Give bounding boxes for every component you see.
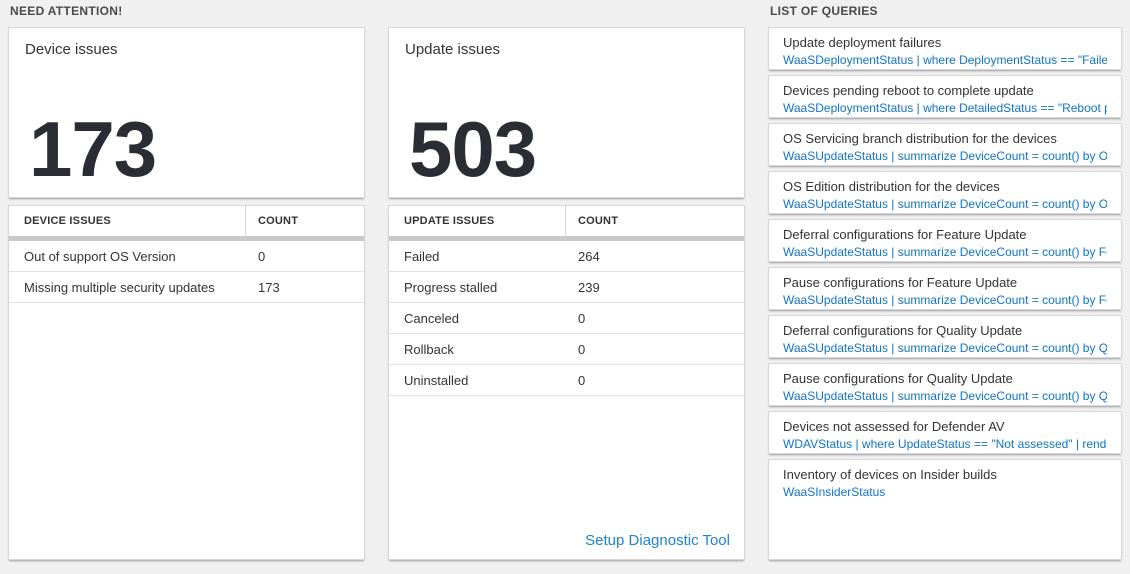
- query-item-os-edition-distribution[interactable]: OS Edition distribution for the devices …: [768, 171, 1122, 214]
- query-item-deferral-quality-update[interactable]: Deferral configurations for Quality Upda…: [768, 315, 1122, 358]
- query-text-link[interactable]: WaaSDeploymentStatus | where DeploymentS…: [783, 53, 1107, 67]
- query-item-update-deployment-failures[interactable]: Update deployment failures WaaSDeploymen…: [768, 27, 1122, 70]
- count-cell: 264: [578, 248, 600, 264]
- query-title: Inventory of devices on Insider builds: [783, 467, 997, 482]
- count-cell: 239: [578, 279, 600, 295]
- query-item-pause-feature-update[interactable]: Pause configurations for Feature Update …: [768, 267, 1122, 310]
- query-text-link[interactable]: WaaSUpdateStatus | summarize DeviceCount…: [783, 389, 1107, 403]
- query-title: OS Edition distribution for the devices: [783, 179, 1000, 194]
- query-text-link[interactable]: WaaSDeploymentStatus | where DetailedSta…: [783, 101, 1107, 115]
- query-text-link[interactable]: WaaSUpdateStatus | summarize DeviceCount…: [783, 149, 1107, 163]
- issue-cell: Failed: [404, 248, 440, 264]
- issue-cell: Progress stalled: [404, 279, 498, 295]
- count-cell: 0: [578, 310, 586, 326]
- query-title: Pause configurations for Feature Update: [783, 275, 1018, 290]
- grid-divider-bar: [9, 236, 364, 241]
- update-issues-table-header: UPDATE ISSUES COUNT: [389, 206, 744, 236]
- column-header-count: COUNT: [578, 215, 619, 227]
- table-row[interactable]: Progress stalled 239: [389, 272, 744, 303]
- query-item-deferral-feature-update[interactable]: Deferral configurations for Feature Upda…: [768, 219, 1122, 262]
- column-header-device-issues: DEVICE ISSUES: [9, 206, 246, 236]
- need-attention-header: NEED ATTENTION!: [10, 4, 123, 18]
- query-item-devices-pending-reboot[interactable]: Devices pending reboot to complete updat…: [768, 75, 1122, 118]
- issue-cell: Rollback: [404, 341, 454, 357]
- issue-cell: Out of support OS Version: [24, 248, 176, 264]
- query-title: Devices pending reboot to complete updat…: [783, 83, 1034, 98]
- query-title: Deferral configurations for Feature Upda…: [783, 227, 1027, 242]
- update-issues-tile[interactable]: Update issues 503: [388, 27, 745, 198]
- query-item-pause-quality-update[interactable]: Pause configurations for Quality Update …: [768, 363, 1122, 406]
- table-row[interactable]: Canceled 0: [389, 303, 744, 334]
- setup-diagnostic-tool-link[interactable]: Setup Diagnostic Tool: [585, 532, 730, 549]
- table-row[interactable]: Rollback 0: [389, 334, 744, 365]
- issue-cell: Missing multiple security updates: [24, 279, 215, 295]
- list-of-queries-header: LIST OF QUERIES: [770, 4, 878, 18]
- issue-cell: Canceled: [404, 310, 459, 326]
- device-issues-tile-title: Device issues: [25, 41, 118, 58]
- table-row[interactable]: Uninstalled 0: [389, 365, 744, 396]
- device-issues-tile[interactable]: Device issues 173: [8, 27, 365, 198]
- query-text-link[interactable]: WaaSUpdateStatus | summarize DeviceCount…: [783, 197, 1107, 211]
- query-title: Devices not assessed for Defender AV: [783, 419, 1005, 434]
- column-header-update-issues: UPDATE ISSUES: [389, 206, 566, 236]
- query-text-link[interactable]: WaaSUpdateStatus | summarize DeviceCount…: [783, 341, 1107, 355]
- table-row[interactable]: Out of support OS Version 0: [9, 241, 364, 272]
- query-title: OS Servicing branch distribution for the…: [783, 131, 1057, 146]
- issue-cell: Uninstalled: [404, 372, 469, 388]
- query-item-devices-not-assessed-defender[interactable]: Devices not assessed for Defender AV WDA…: [768, 411, 1122, 454]
- device-issues-table: DEVICE ISSUES COUNT Out of support OS Ve…: [8, 205, 365, 560]
- update-issues-tile-title: Update issues: [405, 41, 501, 58]
- query-text-link[interactable]: WDAVStatus | where UpdateStatus == "Not …: [783, 437, 1107, 451]
- count-cell: 0: [578, 372, 586, 388]
- query-title: Pause configurations for Quality Update: [783, 371, 1013, 386]
- update-issues-count: 503: [409, 105, 537, 193]
- device-issues-table-header: DEVICE ISSUES COUNT: [9, 206, 364, 236]
- table-row[interactable]: Failed 264: [389, 241, 744, 272]
- device-issues-count: 173: [29, 105, 157, 193]
- list-of-queries-panel: Update deployment failures WaaSDeploymen…: [768, 27, 1122, 560]
- count-cell: 173: [258, 279, 280, 295]
- query-item-os-servicing-branch[interactable]: OS Servicing branch distribution for the…: [768, 123, 1122, 166]
- table-row[interactable]: Missing multiple security updates 173: [9, 272, 364, 303]
- count-cell: 0: [578, 341, 586, 357]
- query-item-insider-builds-inventory[interactable]: Inventory of devices on Insider builds W…: [768, 459, 1122, 560]
- query-text-link[interactable]: WaaSUpdateStatus | summarize DeviceCount…: [783, 245, 1107, 259]
- update-issues-table: UPDATE ISSUES COUNT Failed 264 Progress …: [388, 205, 745, 560]
- query-text-link[interactable]: WaaSInsiderStatus: [783, 485, 886, 499]
- query-title: Update deployment failures: [783, 35, 942, 50]
- column-header-count: COUNT: [258, 215, 299, 227]
- query-title: Deferral configurations for Quality Upda…: [783, 323, 1023, 338]
- query-text-link[interactable]: WaaSUpdateStatus | summarize DeviceCount…: [783, 293, 1107, 307]
- count-cell: 0: [258, 248, 266, 264]
- grid-divider-bar: [389, 236, 744, 241]
